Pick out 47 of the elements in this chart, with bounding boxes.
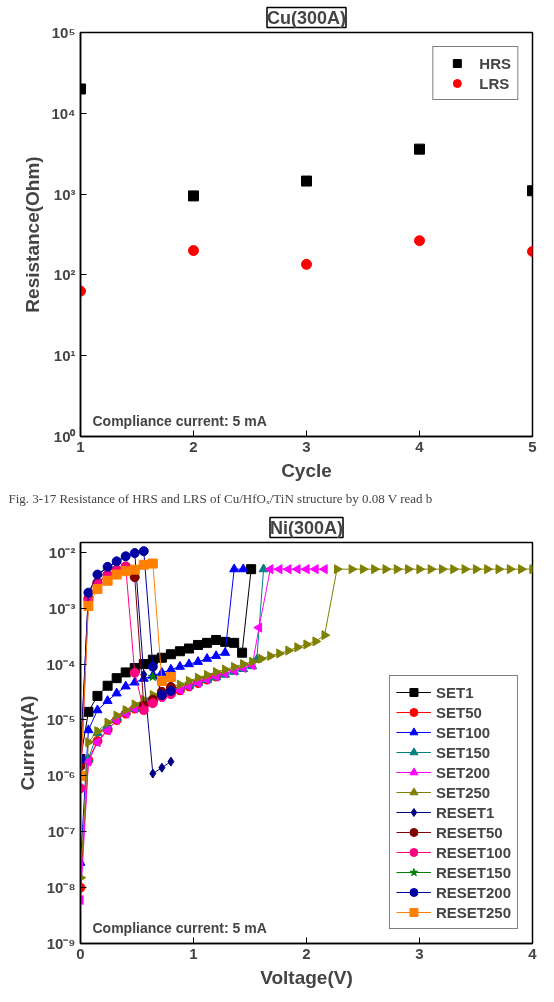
legend-label: SET1	[435, 683, 474, 701]
y-tick-label: 10³	[53, 185, 76, 203]
y-tick-label: 10¹	[53, 347, 76, 365]
legend-label: SET50	[435, 703, 482, 721]
legend-label: RESET200	[435, 883, 511, 901]
legend-label: RESET50	[435, 823, 503, 841]
y-tick-label: 10⁴	[51, 104, 76, 122]
legend-label: SET150	[435, 743, 491, 761]
legend-label: SET200	[435, 763, 491, 781]
x-tick-label: 1	[189, 944, 198, 962]
y-tick-label: 10⁻³	[48, 599, 76, 617]
annotation: Compliance current: 5 mA	[92, 412, 267, 429]
legend-label: HRS	[479, 54, 511, 72]
x-tick-label: 2	[302, 944, 311, 962]
x-tick-label: 0	[76, 944, 85, 962]
y-axis-title: Current(A)	[17, 695, 39, 791]
legend-label: RESET100	[435, 843, 511, 861]
y-tick-label: 10⁻⁷	[47, 823, 76, 841]
y-tick-label: 10⁵	[51, 24, 76, 41]
y-tick-label: 10⁻²	[48, 543, 76, 561]
caption: Fig. 3-17 Resistance of HRS and LRS of Cu/HfOₓ/TiN structure by 0.08 V read b	[8, 490, 433, 506]
legend-label: SET100	[435, 723, 491, 741]
y-tick-label: 10⁻⁹	[46, 935, 76, 952]
y-tick-label: 10⁻⁸	[46, 879, 76, 897]
chart-title: Ni(300A)	[269, 517, 344, 538]
legend-label: LRS	[479, 74, 510, 92]
y-tick-label: 10⁻⁴	[46, 655, 76, 673]
annotation: Compliance current: 5 mA	[92, 919, 267, 936]
x-axis-title: Cycle	[281, 459, 332, 481]
x-tick-label: 3	[302, 437, 311, 455]
y-tick-label: 10⁻⁶	[46, 767, 76, 785]
y-tick-label: 10⁻⁵	[46, 711, 76, 729]
x-tick-label: 2	[189, 437, 198, 455]
legend-label: SET250	[435, 783, 491, 801]
legend-label: RESET250	[435, 903, 511, 921]
x-tick-label: 4	[528, 944, 538, 962]
y-axis-title: Resistance(Ohm)	[22, 156, 44, 313]
x-axis-title: Voltage(V)	[260, 966, 353, 988]
x-tick-label: 5	[528, 437, 537, 455]
x-tick-label: 4	[415, 437, 425, 455]
chart-title: Cu(300A)	[266, 7, 347, 28]
y-tick-label: 10⁰	[53, 428, 77, 445]
y-tick-label: 10²	[53, 266, 76, 284]
x-tick-label: 3	[415, 944, 424, 962]
legend-label: RESET150	[435, 863, 511, 881]
legend-label: RESET1	[435, 803, 495, 821]
x-tick-label: 1	[76, 437, 85, 455]
